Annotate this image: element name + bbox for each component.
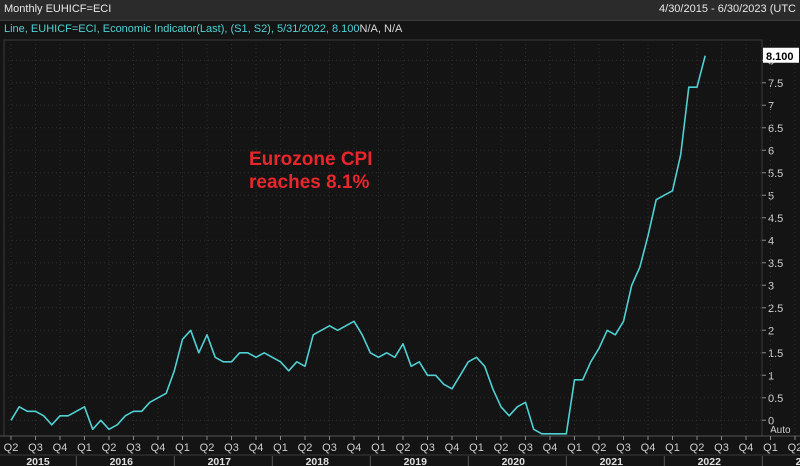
x-year-label: 2018 xyxy=(306,456,330,466)
last-value-box xyxy=(763,47,799,63)
x-quarter-label: Q4 xyxy=(151,442,166,454)
x-quarter-label: Q1 xyxy=(273,442,288,454)
last-value-label: 8.100 xyxy=(766,51,794,63)
x-quarter-label: Q1 xyxy=(567,442,582,454)
x-quarter-label: Q1 xyxy=(469,442,484,454)
x-quarter-label: Q2 xyxy=(494,442,509,454)
y-tick-label: 3.5 xyxy=(768,258,783,270)
y-tick-label: 6.5 xyxy=(768,123,783,135)
y-tick-label: 4 xyxy=(768,235,774,247)
chart-annotation: Eurozone CPI reaches 8.1% xyxy=(249,148,373,194)
plot-area xyxy=(3,39,763,437)
x-year-label: 2015 xyxy=(26,456,50,466)
x-quarter-label: Q3 xyxy=(224,442,239,454)
x-quarter-label: Q3 xyxy=(616,442,631,454)
y-tick-label: 6 xyxy=(768,145,774,157)
y-tick-label: 2 xyxy=(768,325,774,337)
y-tick-label: 1 xyxy=(768,370,774,382)
series-line xyxy=(10,55,706,435)
x-quarter-label: Q3 xyxy=(322,442,337,454)
x-year-label: 2020 xyxy=(502,456,526,466)
legend-na-text: N/A, N/A xyxy=(359,23,403,35)
x-quarter-label: Q1 xyxy=(77,442,92,454)
y-tick-label: 0.5 xyxy=(768,393,783,405)
x-quarter-label: Q2 xyxy=(592,442,607,454)
x-quarter-label: Q1 xyxy=(665,442,680,454)
x-year-label: 2017 xyxy=(208,456,232,466)
x-quarter-label: Q3 xyxy=(28,442,43,454)
x-quarter-label: Q1 xyxy=(175,442,190,454)
series-legend: Line, EUHICF=ECI, Economic Indicator(Las… xyxy=(4,23,402,35)
y-axis-auto-label: Auto xyxy=(770,425,791,436)
x-quarter-label: Q2 xyxy=(4,442,19,454)
x-quarter-label: Q2 xyxy=(298,442,313,454)
x-quarter-label: Q1 xyxy=(763,442,778,454)
x-quarter-label: Q2 xyxy=(200,442,215,454)
x-quarter-label: Q1 xyxy=(371,442,386,454)
x-quarter-label: Q4 xyxy=(53,442,68,454)
x-quarter-label: Q2 xyxy=(396,442,411,454)
x-quarter-label: Q4 xyxy=(249,442,264,454)
x-year-label: 2016 xyxy=(110,456,134,466)
y-tick-label: 5 xyxy=(768,190,774,202)
x-quarter-label: Q3 xyxy=(420,442,435,454)
y-tick-label: 0 xyxy=(768,415,774,427)
y-tick-label: 1.5 xyxy=(768,348,783,360)
x-year-label: 2019 xyxy=(404,456,428,466)
x-year-label: 2021 xyxy=(600,456,624,466)
y-tick-label: 7.5 xyxy=(768,78,783,90)
x-quarter-label: Q4 xyxy=(445,442,460,454)
annotation-line-1: Eurozone CPI xyxy=(249,149,373,170)
date-range: 4/30/2015 - 6/30/2023 (UTC xyxy=(659,3,796,15)
x-year-label: 2023 xyxy=(796,456,800,466)
x-quarter-label: Q3 xyxy=(518,442,533,454)
y-tick-label: 7 xyxy=(768,100,774,112)
x-quarter-label: Q4 xyxy=(347,442,362,454)
chart-header: Monthly EUHICF=ECI 4/30/2015 - 6/30/2023… xyxy=(0,0,800,21)
y-tick-label: 3 xyxy=(768,280,774,292)
x-quarter-label: Q4 xyxy=(543,442,558,454)
legend-series-text: Line, EUHICF=ECI, Economic Indicator(Las… xyxy=(4,23,360,35)
y-tick-label: 2.5 xyxy=(768,303,783,315)
x-quarter-label: Q4 xyxy=(641,442,656,454)
y-tick-label: 4.5 xyxy=(768,213,783,225)
x-quarter-label: Q2 xyxy=(788,442,800,454)
y-tick-label: 5.5 xyxy=(768,168,783,180)
chart-title: Monthly EUHICF=ECI xyxy=(4,3,112,15)
x-quarter-label: Q2 xyxy=(102,442,117,454)
x-year-label: 2022 xyxy=(698,456,722,466)
annotation-line-2: reaches 8.1% xyxy=(249,172,370,193)
x-quarter-label: Q4 xyxy=(739,442,754,454)
x-quarter-label: Q2 xyxy=(690,442,705,454)
x-quarter-label: Q3 xyxy=(126,442,141,454)
x-quarter-label: Q3 xyxy=(714,442,729,454)
